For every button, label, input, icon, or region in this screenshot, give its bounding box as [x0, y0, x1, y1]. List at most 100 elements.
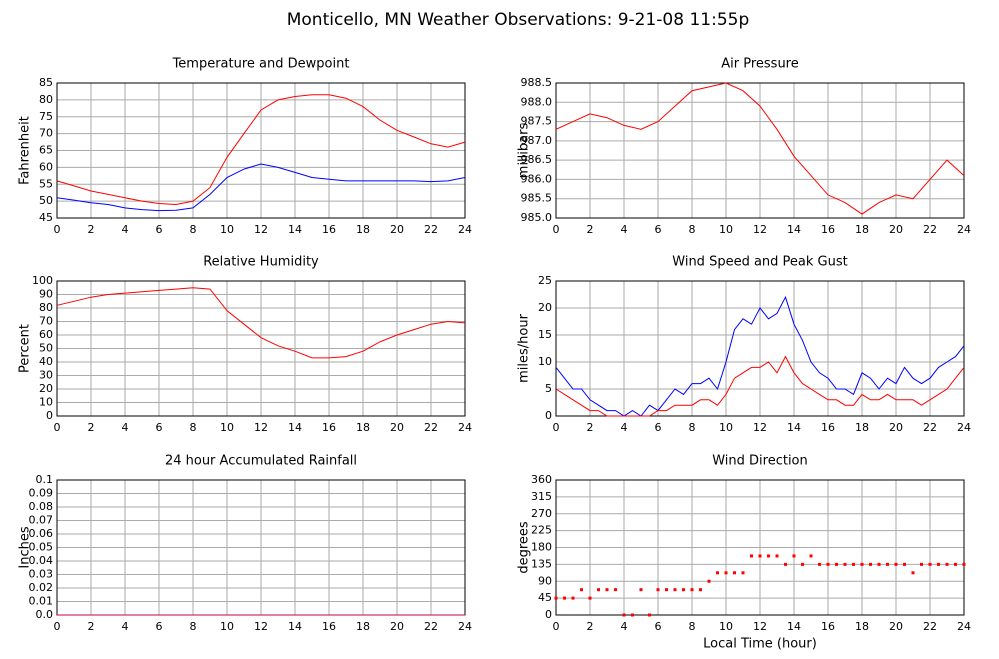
y-tick-label: 55 [39, 177, 53, 190]
x-tick-label: 18 [855, 620, 869, 633]
x-tick-label: 22 [424, 421, 438, 434]
plot-frame [56, 280, 466, 417]
y-tick-label: 50 [39, 342, 53, 355]
x-tick-label: 24 [957, 620, 971, 633]
y-tick-label: 0 [545, 608, 552, 621]
x-tick-label: 14 [787, 620, 801, 633]
y-axis-label: Inches [18, 526, 33, 568]
point [818, 562, 821, 566]
x-tick-label: 16 [821, 223, 835, 236]
x-tick-label: 2 [88, 223, 95, 236]
x-tick-label: 4 [122, 421, 129, 434]
point [554, 596, 558, 600]
point [673, 588, 677, 592]
x-tick-label: 24 [957, 421, 971, 434]
x-tick-label: 22 [923, 223, 937, 236]
x-tick-label: 12 [753, 421, 767, 434]
x-tick-label: 10 [719, 620, 733, 633]
y-tick-label: 45 [538, 591, 552, 604]
y-tick-label: 60 [39, 328, 53, 341]
y-tick-label: 0.09 [29, 487, 54, 500]
point [886, 562, 889, 566]
y-tick-label: 50 [39, 194, 53, 207]
y-tick-label: 988.5 [521, 76, 553, 89]
point [852, 562, 855, 566]
point [758, 554, 762, 558]
x-tick-label: 18 [356, 421, 370, 434]
x-tick-label: 4 [621, 620, 628, 633]
point [571, 596, 575, 600]
y-tick-label: 90 [538, 574, 552, 587]
y-tick-label: 0 [545, 409, 552, 422]
x-tick-label: 0 [54, 223, 61, 236]
y-axis-label: miles/hour [517, 313, 532, 382]
y-tick-label: 986.0 [521, 172, 553, 185]
x-tick-label: 12 [254, 223, 268, 236]
y-tick-label: 225 [531, 524, 552, 537]
point [792, 554, 796, 558]
x-tick-label: 6 [655, 620, 662, 633]
chart-title: Temperature and Dewpoint [172, 57, 350, 72]
point [733, 571, 736, 575]
y-tick-label: 0.02 [29, 581, 54, 594]
x-tick-label: 2 [587, 421, 594, 434]
x-tick-label: 18 [356, 620, 370, 633]
x-tick-label: 16 [821, 421, 835, 434]
x-tick-label: 8 [689, 421, 696, 434]
point [699, 588, 702, 592]
y-tick-label: 0.07 [29, 514, 54, 527]
y-tick-label: 80 [39, 93, 53, 106]
point [580, 588, 583, 592]
series-line [56, 163, 466, 212]
x-tick-label: 2 [88, 620, 95, 633]
series-line [555, 82, 965, 215]
y-tick-label: 60 [39, 160, 53, 173]
x-tick-label: 14 [787, 421, 801, 434]
y-tick-label: 987.0 [521, 134, 553, 147]
y-tick-label: 987.5 [521, 115, 553, 128]
point [945, 562, 949, 566]
chart-title: Wind Direction [712, 454, 808, 469]
point [682, 588, 685, 592]
point [877, 562, 881, 566]
x-tick-label: 18 [855, 421, 869, 434]
chart-title: 24 hour Accumulated Rainfall [165, 454, 357, 469]
y-tick-label: 10 [39, 396, 53, 409]
x-tick-label: 20 [889, 223, 903, 236]
x-tick-label: 4 [122, 620, 129, 633]
x-tick-label: 16 [322, 421, 336, 434]
y-tick-label: 20 [538, 301, 552, 314]
plot-frame [56, 82, 466, 219]
x-tick-label: 14 [288, 223, 302, 236]
point [826, 562, 830, 566]
x-tick-label: 22 [923, 421, 937, 434]
point [962, 562, 966, 566]
y-tick-label: 45 [39, 211, 53, 224]
x-tick-label: 16 [821, 620, 835, 633]
y-tick-label: 0.04 [29, 554, 54, 567]
point [605, 588, 609, 592]
y-axis-label: Percent [18, 324, 33, 373]
x-tick-label: 10 [220, 421, 234, 434]
y-tick-label: 270 [531, 507, 552, 520]
x-tick-label: 14 [288, 620, 302, 633]
x-tick-label: 10 [220, 620, 234, 633]
point [903, 562, 906, 566]
x-tick-label: 12 [753, 223, 767, 236]
x-tick-label: 12 [254, 620, 268, 633]
point [741, 571, 745, 575]
x-tick-label: 10 [719, 223, 733, 236]
y-tick-label: 0.1 [36, 473, 54, 486]
chart-title: Wind Speed and Peak Gust [672, 255, 847, 270]
x-tick-label: 8 [190, 620, 197, 633]
point [622, 613, 626, 617]
point [835, 562, 838, 566]
point [928, 562, 932, 566]
x-tick-label: 0 [553, 223, 560, 236]
y-tick-label: 5 [545, 382, 552, 395]
x-tick-label: 6 [156, 223, 163, 236]
y-tick-label: 180 [531, 541, 552, 554]
x-tick-label: 2 [88, 421, 95, 434]
point [716, 571, 719, 575]
y-tick-label: 360 [531, 473, 552, 486]
